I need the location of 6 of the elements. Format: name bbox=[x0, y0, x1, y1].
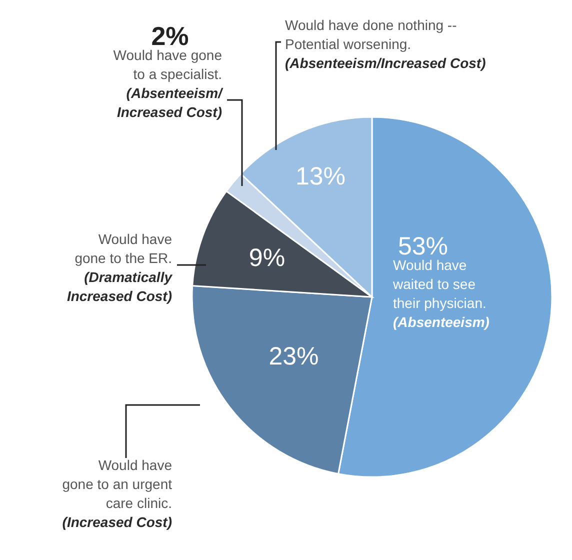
slice-label: Would have done nothing -- Potential worsening. (Absenteeism/Increased Cost) bbox=[285, 17, 486, 71]
data-label: 13% bbox=[296, 162, 346, 191]
slice-label: Would have gone to an urgent care clinic. (Increased Cost) bbox=[62, 457, 172, 530]
slice-label: Would have gone to the ER. (Dramatically Increased Cost) bbox=[66, 231, 174, 304]
data-label: 9% bbox=[248, 244, 286, 272]
data-label: 23% bbox=[268, 342, 319, 370]
